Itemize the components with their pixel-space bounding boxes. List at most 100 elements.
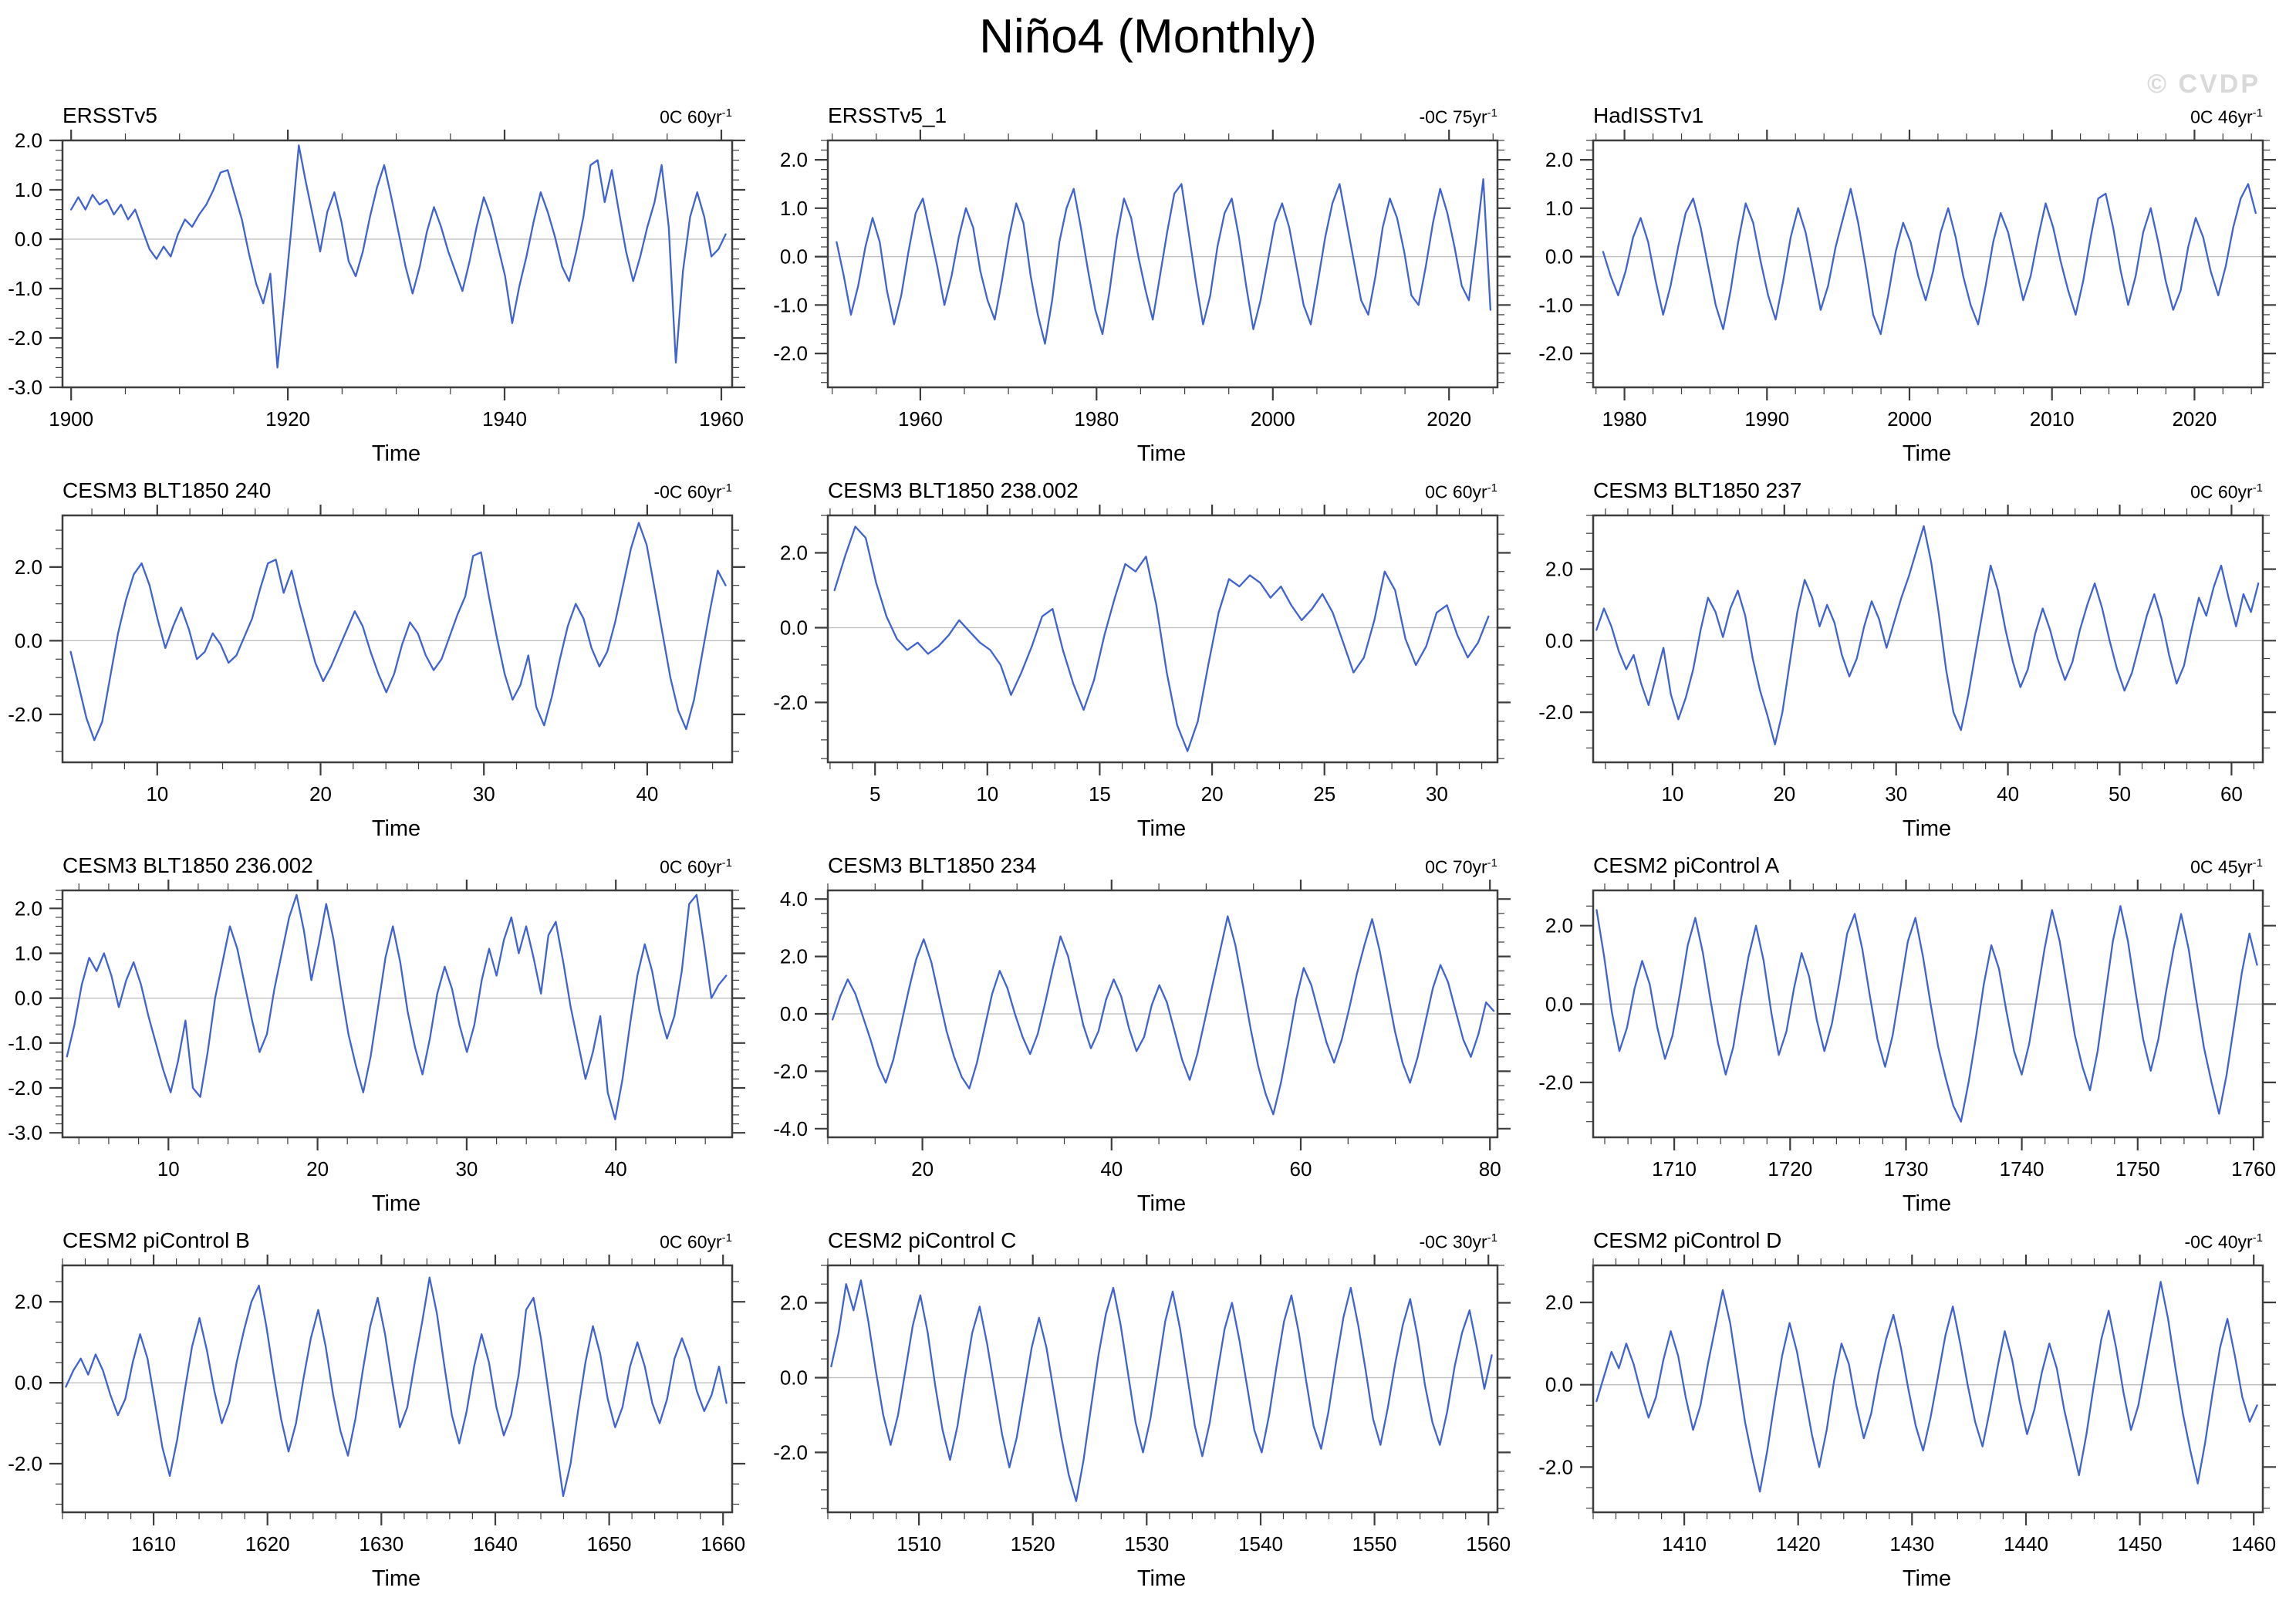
svg-text:2.0: 2.0 bbox=[15, 897, 42, 920]
plot-canvas: 10 20 30 40 -2.0 0.0 2.0 bbox=[8, 505, 745, 806]
panel-header: CESM2 piControl B 0C 60yr-1 bbox=[62, 1228, 732, 1253]
svg-text:1420: 1420 bbox=[1776, 1532, 1821, 1556]
svg-text:0.0: 0.0 bbox=[780, 1002, 808, 1025]
svg-text:-2.0: -2.0 bbox=[773, 1441, 808, 1464]
svg-text:60: 60 bbox=[2220, 782, 2243, 806]
panel-cesm3-blt1850-236-002: CESM3 BLT1850 236.002 0C 60yr-1 10 20 30 40… bbox=[0, 847, 765, 1222]
trend-value: -0C 60yr bbox=[653, 482, 722, 502]
panel-title: HadISSTv1 bbox=[1593, 103, 1704, 127]
svg-text:30: 30 bbox=[1885, 782, 1907, 806]
panel-title: CESM3 BLT1850 234 bbox=[828, 853, 1037, 877]
trend-value: 0C 60yr bbox=[1425, 482, 1487, 502]
svg-text:2.0: 2.0 bbox=[15, 1290, 42, 1313]
svg-text:4.0: 4.0 bbox=[780, 887, 808, 910]
x-axis-title: Time bbox=[371, 1191, 421, 1216]
svg-text:2.0: 2.0 bbox=[780, 148, 808, 171]
panel-header: CESM2 piControl A 0C 45yr-1 bbox=[1593, 853, 2263, 878]
svg-text:10: 10 bbox=[976, 782, 998, 806]
plot-canvas: 1960 1980 2000 2020 -2.0 -1.0 0.0 1.0 2.0 bbox=[773, 130, 1511, 431]
svg-text:80: 80 bbox=[1479, 1157, 1501, 1181]
panel-header: CESM3 BLT1850 238.002 0C 60yr-1 bbox=[828, 478, 1497, 503]
trend-label: 0C 60yr-1 bbox=[1425, 481, 1497, 503]
panel-cesm2-picontrol-d: CESM2 piControl D -0C 40yr-1 1410 1420 143… bbox=[1531, 1222, 2296, 1597]
svg-text:40: 40 bbox=[1100, 1157, 1123, 1181]
svg-text:1650: 1650 bbox=[587, 1532, 632, 1556]
plot-canvas: 1980 1990 2000 2010 2020 -2.0 -1.0 0.0 1.0 2.0 bbox=[1538, 130, 2276, 431]
page-title: Niño4 (Monthly) bbox=[979, 10, 1317, 63]
x-axis-title: Time bbox=[371, 441, 421, 466]
trend-value: 0C 70yr bbox=[1425, 857, 1487, 877]
trend-label: 0C 46yr-1 bbox=[2190, 106, 2263, 128]
x-axis-title: Time bbox=[1902, 1191, 1952, 1216]
trend-value: 0C 60yr bbox=[660, 107, 722, 127]
trend-exponent: -1 bbox=[721, 856, 732, 870]
svg-text:10: 10 bbox=[157, 1157, 180, 1181]
svg-text:0.0: 0.0 bbox=[780, 245, 808, 269]
trend-exponent: -1 bbox=[1487, 856, 1497, 870]
svg-text:1510: 1510 bbox=[896, 1532, 941, 1556]
svg-text:1980: 1980 bbox=[1602, 407, 1647, 431]
panel-title: ERSSTv5 bbox=[62, 103, 157, 127]
x-axis-title: Time bbox=[1136, 816, 1187, 841]
plot-canvas: 5 10 15 20 25 30 -2.0 0.0 2.0 bbox=[773, 505, 1511, 806]
svg-text:25: 25 bbox=[1313, 782, 1335, 806]
svg-text:1440: 1440 bbox=[2004, 1532, 2048, 1556]
svg-text:-1.0: -1.0 bbox=[1538, 293, 1573, 316]
trend-label: 0C 45yr-1 bbox=[2190, 856, 2263, 878]
trend-label: 0C 60yr-1 bbox=[660, 106, 732, 128]
svg-text:50: 50 bbox=[2109, 782, 2131, 806]
svg-text:1430: 1430 bbox=[1889, 1532, 1934, 1556]
svg-text:2000: 2000 bbox=[1251, 407, 1295, 431]
svg-text:2000: 2000 bbox=[1887, 407, 1932, 431]
panel-header: CESM3 BLT1850 236.002 0C 60yr-1 bbox=[62, 853, 732, 878]
svg-text:1450: 1450 bbox=[2118, 1532, 2163, 1556]
svg-text:-2.0: -2.0 bbox=[773, 1059, 808, 1083]
trend-value: 0C 60yr bbox=[2190, 482, 2253, 502]
svg-text:-2.0: -2.0 bbox=[1538, 342, 1573, 365]
svg-text:2.0: 2.0 bbox=[780, 945, 808, 968]
svg-text:-4.0: -4.0 bbox=[773, 1117, 808, 1140]
svg-text:1920: 1920 bbox=[265, 407, 310, 431]
panel-cesm2-picontrol-b: CESM2 piControl B 0C 60yr-1 1610 1620 1630… bbox=[0, 1222, 765, 1597]
panel-header: CESM2 piControl D -0C 40yr-1 bbox=[1593, 1228, 2263, 1253]
svg-text:2020: 2020 bbox=[1427, 407, 1471, 431]
panel-title: CESM2 piControl A bbox=[1593, 853, 1780, 877]
svg-text:-2.0: -2.0 bbox=[1538, 1071, 1573, 1094]
trend-exponent: -1 bbox=[2252, 481, 2263, 495]
svg-text:30: 30 bbox=[473, 782, 495, 806]
panel-cesm2-picontrol-c: CESM2 piControl C -0C 30yr-1 1510 1520 153… bbox=[765, 1222, 1531, 1597]
plot-canvas: 1710 1720 1730 1740 1750 1760 -2.0 0.0 2.0 bbox=[1538, 880, 2276, 1181]
svg-text:-3.0: -3.0 bbox=[8, 376, 42, 399]
svg-text:1.0: 1.0 bbox=[1545, 197, 1573, 220]
svg-text:-2.0: -2.0 bbox=[8, 703, 42, 726]
svg-text:-1.0: -1.0 bbox=[8, 277, 42, 300]
svg-text:2.0: 2.0 bbox=[780, 1292, 808, 1315]
trend-value: -0C 75yr bbox=[1419, 107, 1487, 127]
svg-text:-2.0: -2.0 bbox=[1538, 1455, 1573, 1478]
trend-label: -0C 60yr-1 bbox=[653, 481, 732, 503]
svg-text:40: 40 bbox=[1997, 782, 2019, 806]
x-axis-title: Time bbox=[1136, 441, 1187, 466]
trend-value: 0C 60yr bbox=[660, 857, 722, 877]
trend-label: 0C 60yr-1 bbox=[2190, 481, 2263, 503]
svg-text:5: 5 bbox=[869, 782, 880, 806]
svg-text:0.0: 0.0 bbox=[780, 1366, 808, 1390]
svg-text:1750: 1750 bbox=[2115, 1157, 2160, 1181]
trend-exponent: -1 bbox=[721, 1231, 732, 1245]
svg-text:1720: 1720 bbox=[1768, 1157, 1812, 1181]
panel-ersstv5-1: ERSSTv5_1 -0C 75yr-1 1960 1980 2000 2020 -2.… bbox=[765, 97, 1531, 472]
panel-grid: ERSSTv5 0C 60yr-1 1900 1920 1940 1960 -3.0 -2… bbox=[0, 97, 2296, 1597]
svg-text:2.0: 2.0 bbox=[1545, 148, 1573, 171]
svg-text:1630: 1630 bbox=[359, 1532, 403, 1556]
svg-text:1960: 1960 bbox=[898, 407, 943, 431]
svg-text:0.0: 0.0 bbox=[15, 987, 42, 1010]
svg-text:2.0: 2.0 bbox=[15, 130, 42, 152]
svg-text:-1.0: -1.0 bbox=[8, 1032, 42, 1055]
svg-text:2.0: 2.0 bbox=[780, 542, 808, 565]
svg-text:1530: 1530 bbox=[1124, 1532, 1169, 1556]
trend-label: -0C 40yr-1 bbox=[2184, 1231, 2263, 1253]
svg-text:0.0: 0.0 bbox=[1545, 245, 1573, 269]
panel-ersstv5: ERSSTv5 0C 60yr-1 1900 1920 1940 1960 -3.0 -2… bbox=[0, 97, 765, 472]
trend-exponent: -1 bbox=[2252, 106, 2263, 120]
svg-text:1410: 1410 bbox=[1662, 1532, 1707, 1556]
